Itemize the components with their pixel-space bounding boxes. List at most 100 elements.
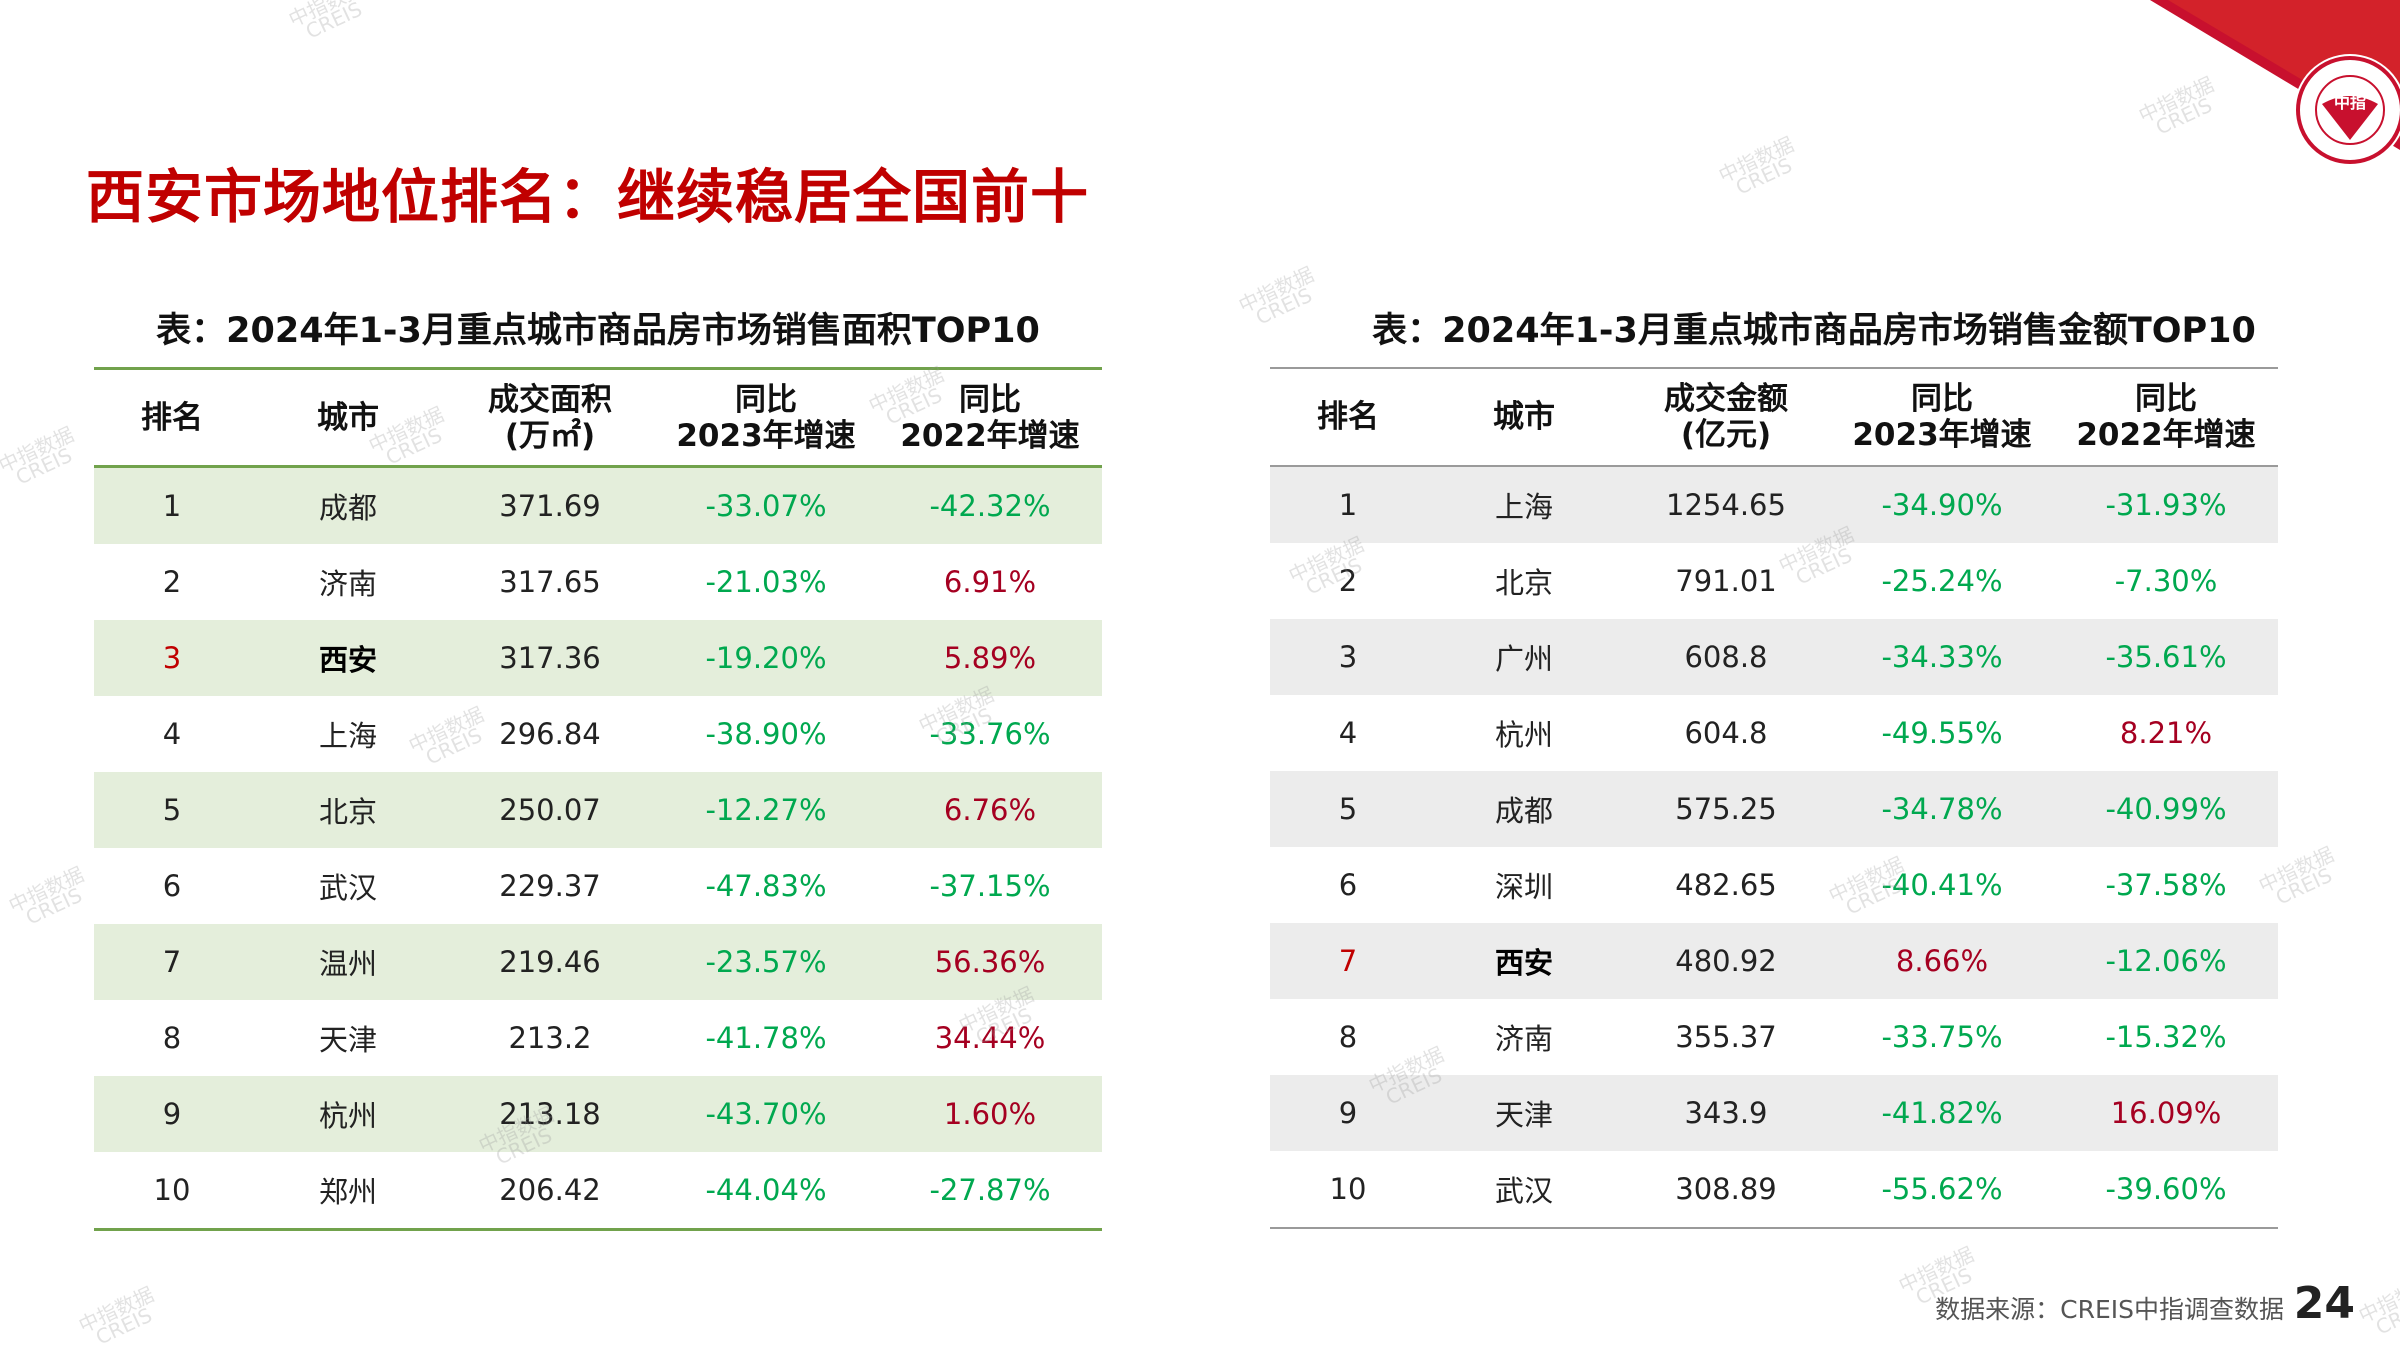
header-yoy22-line1: 同比 xyxy=(959,381,1021,418)
city-cell: 天津 xyxy=(318,1023,377,1057)
watermark-en: CREIS xyxy=(21,882,86,930)
watermark-cn: 中指数据 xyxy=(1894,1242,1978,1298)
watermark-en: CREIS xyxy=(11,442,76,490)
value-cell: 343.9 xyxy=(1684,1096,1768,1130)
yoy23-cell: -34.33% xyxy=(1881,640,2003,674)
sales-area-grid: 排名 城市 成交面积 (万㎡) 同比 2023年增速 同比 2022年增速 1 成都 37… xyxy=(94,367,1102,1231)
watermark-cn: 中指数据 xyxy=(4,862,88,918)
value-cell: 604.8 xyxy=(1684,716,1768,750)
city-cell: 上海 xyxy=(318,719,377,753)
header-value-line2: (万㎡) xyxy=(504,417,596,454)
city-cell: 北京 xyxy=(318,795,377,829)
watermark: 中指数据 CREIS xyxy=(0,422,84,491)
yoy22-cell: -37.58% xyxy=(2105,868,2227,902)
header-yoy22-line1: 同比 xyxy=(2135,381,2197,417)
yoy22-cell: -39.60% xyxy=(2105,1172,2227,1206)
rank-cell: 4 xyxy=(162,717,182,751)
table-row: 6 武汉 229.37 -47.83% -37.15% xyxy=(94,848,1102,924)
value-cell: 317.65 xyxy=(499,565,601,599)
value-cell: 250.07 xyxy=(499,793,601,827)
table-row: 5 北京 250.07 -12.27% 6.76% xyxy=(94,772,1102,848)
yoy23-cell: -41.82% xyxy=(1881,1096,2003,1130)
table-row: 1 上海 1254.65 -34.90% -31.93% xyxy=(1270,466,2278,543)
rank-cell: 9 xyxy=(162,1097,182,1131)
page-title: 西安市场地位排名：继续稳居全国前十 xyxy=(86,163,1090,231)
value-cell: 317.36 xyxy=(499,641,601,675)
value-cell: 575.25 xyxy=(1675,792,1777,826)
sales-amount-table-title: 表：2024年1-3月重点城市商品房市场销售金额TOP10 xyxy=(1372,311,2256,351)
sales-amount-grid: 排名 城市 成交金额 (亿元) 同比 2023年增速 同比 2022年增速 1 上海 12… xyxy=(1270,367,2278,1229)
data-source: 数据来源：CREIS中指调查数据 xyxy=(1935,1295,2284,1324)
city-cell: 西安 xyxy=(1494,946,1553,980)
header-yoy22: 同比 2022年增速 xyxy=(878,369,1102,467)
header-yoy23-line2: 2023年增速 xyxy=(1852,417,2032,453)
yoy23-cell: -43.70% xyxy=(705,1097,827,1131)
table-row: 4 杭州 604.8 -49.55% 8.21% xyxy=(1270,695,2278,771)
yoy22-cell: -37.15% xyxy=(929,869,1051,903)
value-cell: 480.92 xyxy=(1675,944,1777,978)
yoy22-cell: 34.44% xyxy=(934,1021,1046,1055)
rank-cell: 5 xyxy=(1338,792,1358,826)
header-yoy22: 同比 2022年增速 xyxy=(2054,368,2278,466)
city-cell: 西安 xyxy=(318,643,377,677)
rank-cell: 5 xyxy=(162,793,182,827)
value-cell: 229.37 xyxy=(499,869,601,903)
city-cell: 济南 xyxy=(318,567,377,601)
watermark: 中指数据 CREIS xyxy=(1714,132,1804,201)
rank-cell: 4 xyxy=(1338,716,1358,750)
table-row: 3 广州 608.8 -34.33% -35.61% xyxy=(1270,619,2278,695)
yoy23-cell: -49.55% xyxy=(1881,716,2003,750)
header-yoy23-line2: 2023年增速 xyxy=(676,417,856,454)
watermark: 中指数据 CREIS xyxy=(4,862,94,931)
yoy23-cell: -40.41% xyxy=(1881,868,2003,902)
header-yoy23: 同比 2023年增速 xyxy=(1830,368,2054,466)
table-row: 9 天津 343.9 -41.82% 16.09% xyxy=(1270,1075,2278,1151)
yoy23-cell: -55.62% xyxy=(1881,1172,2003,1206)
header-yoy23: 同比 2023年增速 xyxy=(654,369,878,467)
table-row: 2 济南 317.65 -21.03% 6.91% xyxy=(94,544,1102,620)
yoy23-cell: -34.90% xyxy=(1881,488,2003,522)
yoy22-cell: -27.87% xyxy=(929,1173,1051,1207)
table-row: 10 武汉 308.89 -55.62% -39.60% xyxy=(1270,1151,2278,1228)
city-cell: 成都 xyxy=(1494,794,1553,828)
watermark: 中指数据 CREIS xyxy=(284,0,374,45)
header-yoy22-line2: 2022年增速 xyxy=(2076,417,2256,453)
rank-cell: 3 xyxy=(1338,640,1358,674)
rank-cell: 9 xyxy=(1338,1096,1358,1130)
header-value: 成交面积 (万㎡) xyxy=(446,369,654,467)
header-value-line2: (亿元) xyxy=(1680,417,1772,453)
sales-area-table: 表：2024年1-3月重点城市商品房市场销售面积TOP10 排名 城市 成交面积… xyxy=(94,295,1102,1231)
yoy22-cell: -33.76% xyxy=(929,717,1051,751)
yoy22-cell: 16.09% xyxy=(2110,1096,2222,1130)
rank-cell: 6 xyxy=(162,869,182,903)
header-value: 成交金额 (亿元) xyxy=(1622,368,1830,466)
table-row: 8 济南 355.37 -33.75% -15.32% xyxy=(1270,999,2278,1075)
value-cell: 1254.65 xyxy=(1666,488,1786,522)
watermark-cn: 中指数据 xyxy=(284,0,368,32)
watermark-cn: 中指数据 xyxy=(2354,1272,2400,1328)
yoy22-cell: -31.93% xyxy=(2105,488,2227,522)
yoy23-cell: -33.75% xyxy=(1881,1020,2003,1054)
yoy23-cell: 8.66% xyxy=(1895,944,1989,978)
yoy22-cell: -15.32% xyxy=(2105,1020,2227,1054)
city-cell: 北京 xyxy=(1494,566,1553,600)
table-row: 5 成都 575.25 -34.78% -40.99% xyxy=(1270,771,2278,847)
value-cell: 206.42 xyxy=(499,1173,601,1207)
watermark-cn: 中指数据 xyxy=(1714,132,1798,188)
header-rank: 排名 xyxy=(141,399,203,436)
watermark-en: CREIS xyxy=(2371,1292,2400,1340)
header-city: 城市 xyxy=(1493,399,1555,435)
yoy23-cell: -34.78% xyxy=(1881,792,2003,826)
header-yoy22-line2: 2022年增速 xyxy=(900,417,1080,454)
rank-cell: 10 xyxy=(1329,1172,1367,1206)
city-cell: 杭州 xyxy=(318,1099,377,1133)
yoy23-cell: -33.07% xyxy=(705,489,827,523)
header-yoy23-line1: 同比 xyxy=(1911,381,1973,417)
watermark: 中指数据 CREIS xyxy=(75,1282,164,1351)
city-cell: 上海 xyxy=(1494,490,1553,524)
rank-cell: 6 xyxy=(1338,868,1358,902)
city-cell: 郑州 xyxy=(318,1175,377,1209)
yoy23-cell: -23.57% xyxy=(705,945,827,979)
value-cell: 371.69 xyxy=(499,489,601,523)
table-row: 1 成都 371.69 -33.07% -42.32% xyxy=(94,466,1102,544)
